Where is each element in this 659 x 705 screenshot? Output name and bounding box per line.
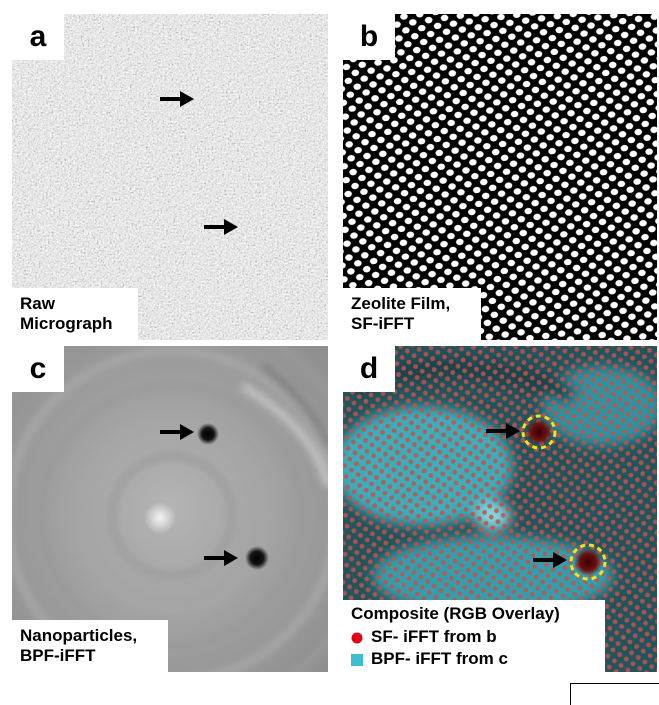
caption-line: Micrograph	[20, 314, 113, 333]
red-dot-icon	[351, 632, 363, 644]
panel-b-zeolite-film: b Zeolite Film, SF-iFFT	[343, 14, 657, 340]
panel-c-caption: Nanoparticles, BPF-iFFT	[12, 620, 168, 672]
legend-label: SF- iFFT from b	[371, 627, 497, 646]
panel-a-raw-micrograph: a Raw Micrograph	[12, 14, 328, 340]
legend-item: SF- iFFT from b	[351, 627, 497, 647]
arrow-icon	[204, 550, 238, 566]
legend-title: Composite (RGB Overlay)	[351, 604, 560, 623]
zeolite-lattice-image	[343, 14, 657, 340]
panel-letter-d: d	[343, 346, 395, 392]
highlight-circle	[521, 414, 557, 450]
arrow-icon	[204, 219, 238, 235]
caption-line: SF-iFFT	[351, 314, 415, 333]
arrow-icon	[160, 424, 194, 440]
caption-line: Nanoparticles,	[20, 626, 138, 645]
panel-b-caption: Zeolite Film, SF-iFFT	[343, 288, 481, 340]
caption-line: Zeolite Film,	[351, 294, 451, 313]
panel-letter-c: c	[12, 346, 64, 392]
caption-line: Raw	[20, 294, 55, 313]
panel-c-nanoparticles: c Nanoparticles, BPF-iFFT	[12, 346, 328, 672]
caption-line: BPF-iFFT	[20, 646, 96, 665]
arrow-icon	[160, 91, 194, 107]
panel-d-composite: d Composite (RGB Overlay) SF- iFFT from …	[343, 346, 657, 672]
legend-label: BPF- iFFT from c	[371, 649, 508, 668]
arrow-icon	[486, 423, 520, 439]
panel-letter-a: a	[12, 14, 64, 60]
panel-a-caption: Raw Micrograph	[12, 288, 138, 340]
arrow-icon	[533, 552, 567, 568]
raw-micrograph-image	[12, 14, 328, 340]
cyan-square-icon	[351, 653, 363, 666]
panel-letter-b: b	[343, 14, 395, 60]
scale-bar-frame	[570, 683, 659, 705]
legend: Composite (RGB Overlay) SF- iFFT from b …	[343, 600, 605, 672]
nanoparticles-image	[12, 346, 328, 672]
legend-item: BPF- iFFT from c	[351, 649, 508, 669]
highlight-circle	[569, 543, 607, 581]
